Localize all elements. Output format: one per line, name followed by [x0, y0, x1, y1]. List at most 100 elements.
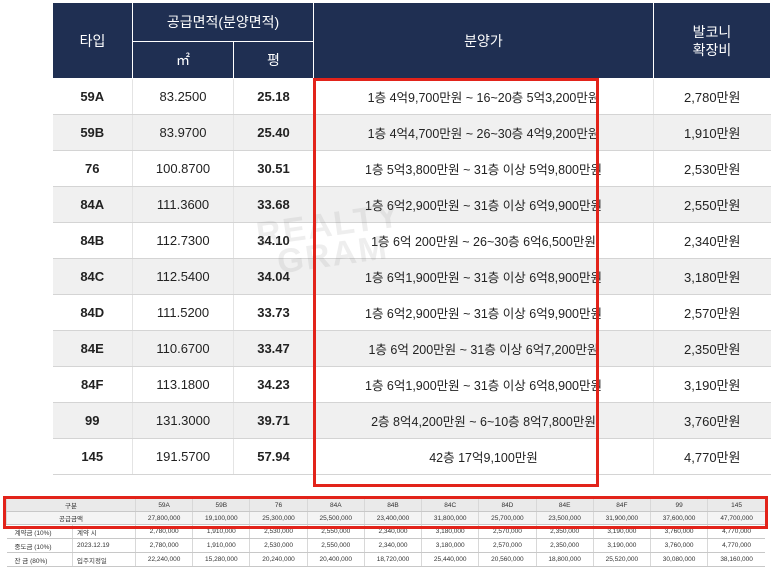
cell-pyeong: 34.04: [233, 258, 314, 295]
table-row: 84F 113.1800 34.23 1층 6억1,900만원 ~ 31층 이상 6억…: [52, 366, 771, 403]
payment-balance-row-value: 15,280,000: [192, 552, 250, 567]
cell-price: 1층 4억4,700만원 ~ 26~30층 4억9,200만원: [313, 114, 654, 151]
payment-deposit-row: 계약금 (10%) 계약 시 2,780,000 1,910,000 2,530,000…: [6, 524, 765, 539]
payment-middle-row-value: 2,780,000: [134, 538, 193, 553]
payment-middle-row: 중도금 (10%) 2023.12.19 2,780,000 1,910,000 2,5…: [6, 538, 765, 553]
table-row: 59B 83.9700 25.40 1층 4억4,700만원 ~ 26~30층 4억9…: [52, 114, 771, 151]
cell-balcony: 2,780만원: [653, 78, 771, 115]
cell-balcony: 4,770만원: [653, 438, 771, 475]
payment-deposit-row-value: 2,340,000: [363, 524, 422, 539]
payment-deposit-row-value: 2,530,000: [249, 524, 308, 539]
cell-balcony: 2,350만원: [653, 330, 771, 367]
payment-deposit-row-label: 계약금 (10%): [6, 524, 73, 539]
cell-type: 84B: [52, 222, 133, 259]
cell-pyeong: 34.23: [233, 366, 314, 403]
table-row: 59A 83.2500 25.18 1층 4억9,700만원 ~ 16~20층 5억3…: [52, 78, 771, 115]
payment-middle-row-value: 3,760,000: [649, 538, 708, 553]
header-balcony-line1: 발코니: [692, 23, 732, 40]
payment-balance-row-sub: 입주지정일: [72, 552, 136, 567]
cell-balcony: 2,550만원: [653, 186, 771, 223]
cell-sqm: 131.3000: [132, 402, 234, 439]
payment-balance-row-value: 25,520,000: [592, 552, 651, 567]
payment-middle-row-value: 4,770,000: [707, 538, 765, 553]
cell-type: 59B: [52, 114, 133, 151]
payment-head-row-value: 84C: [421, 499, 479, 512]
cell-price: 1층 6억1,900만원 ~ 31층 이상 6억8,900만원: [313, 258, 654, 295]
cell-price: 1층 5억3,800만원 ~ 31층 이상 5억9,800만원: [313, 150, 654, 187]
cell-sqm: 111.5200: [132, 294, 234, 331]
table-row: 76 100.8700 30.51 1층 5억3,800만원 ~ 31층 이상 5억9…: [52, 150, 771, 187]
payment-deposit-row-value: 1,910,000: [192, 524, 250, 539]
payment-schedule-table: 구분 59A 59B 76 84A 84B 84C 84D 84E 84F 99 145 공급금액 27,…: [6, 499, 765, 567]
table-row: 84E 110.6700 33.47 1층 6억 200만원 ~ 31층 이상 6억7…: [52, 330, 771, 367]
cell-pyeong: 25.18: [233, 78, 314, 115]
payment-total-row-value: 31,900,000: [592, 511, 651, 525]
payment-total-row-value: 47,700,000: [707, 511, 765, 525]
cell-pyeong: 57.94: [233, 438, 314, 475]
payment-deposit-row-value: 3,180,000: [421, 524, 479, 539]
cell-price: 1층 4억9,700만원 ~ 16~20층 5억3,200만원: [313, 78, 654, 115]
payment-deposit-row-value: 3,190,000: [592, 524, 651, 539]
payment-deposit-row-value: 2,570,000: [478, 524, 537, 539]
payment-middle-row-value: 3,190,000: [592, 538, 651, 553]
payment-total-row: 공급금액 27,800,000 19,100,000 25,300,000 25,500…: [6, 511, 765, 525]
cell-balcony: 2,570만원: [653, 294, 771, 331]
payment-head-row-value: 76: [249, 499, 308, 512]
cell-type: 84D: [52, 294, 133, 331]
payment-head-row-value: 84B: [363, 499, 422, 512]
header-balcony: 발코니 확장비: [653, 2, 771, 79]
table-row: 84D 111.5200 33.73 1층 6억2,900만원 ~ 31층 이상 6억…: [52, 294, 771, 331]
payment-total-row-value: 25,700,000: [478, 511, 537, 525]
cell-price: 1층 6억 200만원 ~ 26~30층 6억6,500만원: [313, 222, 654, 259]
cell-balcony: 1,910만원: [653, 114, 771, 151]
header-sqm: ㎡: [132, 41, 234, 79]
header-type: 타입: [52, 2, 133, 79]
payment-table-body: 구분 59A 59B 76 84A 84B 84C 84D 84E 84F 99 145 공급금액 27,…: [6, 499, 765, 567]
cell-type: 59A: [52, 78, 133, 115]
payment-middle-row-value: 2,340,000: [363, 538, 422, 553]
table-row: 84C 112.5400 34.04 1층 6억1,900만원 ~ 31층 이상 6억…: [52, 258, 771, 295]
cell-pyeong: 33.47: [233, 330, 314, 367]
cell-pyeong: 34.10: [233, 222, 314, 259]
cell-type: 84C: [52, 258, 133, 295]
payment-head-row-value: 84D: [478, 499, 537, 512]
payment-total-row-value: 27,800,000: [134, 511, 193, 525]
payment-balance-row-value: 38,160,000: [707, 552, 765, 567]
cell-balcony: 3,760만원: [653, 402, 771, 439]
cell-price: 1층 6억1,900만원 ~ 31층 이상 6억8,900만원: [313, 366, 654, 403]
payment-deposit-row-value: 4,770,000: [707, 524, 765, 539]
cell-balcony: 3,190만원: [653, 366, 771, 403]
payment-balance-row-value: 20,240,000: [249, 552, 308, 567]
cell-price: 1층 6억2,900만원 ~ 31층 이상 6억9,900만원: [313, 294, 654, 331]
price-table: 타입 공급면적(분양면적) 분양가 발코니 확장비 ㎡ 평 59A 83.2500…: [52, 2, 771, 475]
cell-balcony: 2,530만원: [653, 150, 771, 187]
payment-middle-row-value: 1,910,000: [192, 538, 250, 553]
payment-head-row-value: 59A: [134, 499, 193, 512]
cell-price: 1층 6억2,900만원 ~ 31층 이상 6억9,900만원: [313, 186, 654, 223]
payment-deposit-row-value: 3,760,000: [649, 524, 708, 539]
cell-sqm: 191.5700: [132, 438, 234, 475]
payment-head-row-value: 84F: [592, 499, 651, 512]
payment-middle-row-value: 3,180,000: [421, 538, 479, 553]
cell-balcony: 2,340만원: [653, 222, 771, 259]
table-row: 84A 111.3600 33.68 1층 6억2,900만원 ~ 31층 이상 6억…: [52, 186, 771, 223]
payment-head-row-value: 99: [649, 499, 708, 512]
cell-price: 1층 6억 200만원 ~ 31층 이상 6억7,200만원: [313, 330, 654, 367]
payment-middle-row-value: 2,530,000: [249, 538, 308, 553]
header-balcony-line2: 확장비: [692, 41, 732, 58]
payment-middle-row-sub: 2023.12.19: [72, 538, 136, 553]
payment-middle-row-label: 중도금 (10%): [6, 538, 73, 553]
cell-price: 42층 17억9,100만원: [313, 438, 654, 475]
payment-total-row-value: 25,500,000: [306, 511, 365, 525]
cell-type: 84E: [52, 330, 133, 367]
cell-pyeong: 33.68: [233, 186, 314, 223]
cell-price: 2층 8억4,200만원 ~ 6~10층 8억7,800만원: [313, 402, 654, 439]
cell-type: 99: [52, 402, 133, 439]
cell-sqm: 83.2500: [132, 78, 234, 115]
cell-sqm: 83.9700: [132, 114, 234, 151]
cell-sqm: 100.8700: [132, 150, 234, 187]
cell-type: 145: [52, 438, 133, 475]
payment-head-row: 구분 59A 59B 76 84A 84B 84C 84D 84E 84F 99 145: [6, 499, 765, 512]
payment-middle-row-value: 2,570,000: [478, 538, 537, 553]
payment-middle-row-value: 2,350,000: [535, 538, 594, 553]
